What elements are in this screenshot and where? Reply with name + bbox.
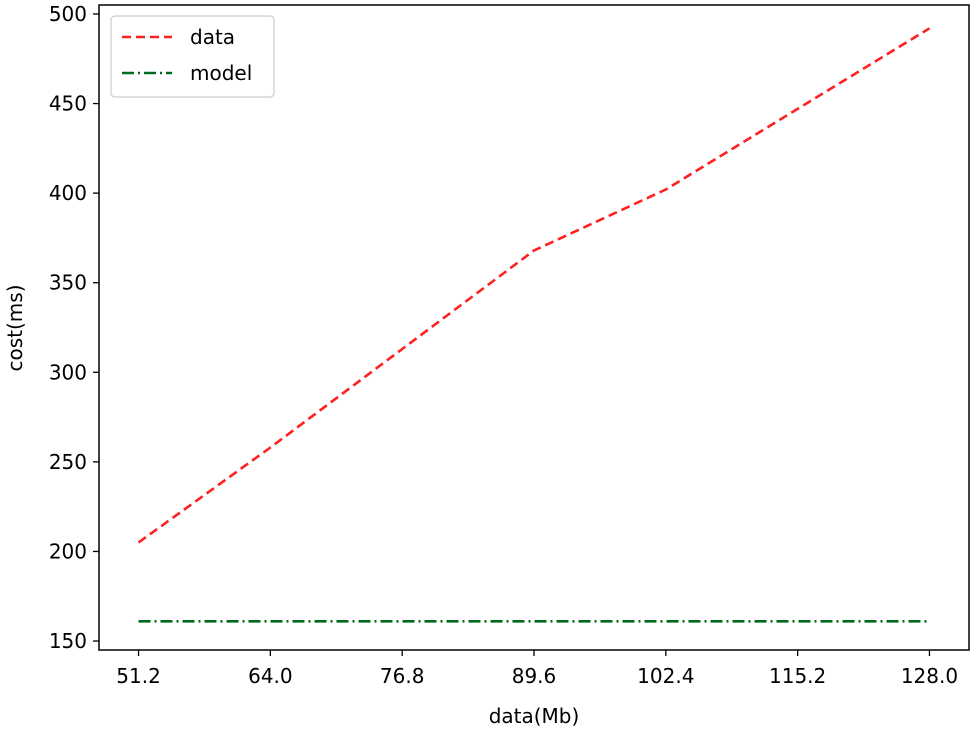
legend-label-model: model <box>190 61 252 85</box>
y-tick-label: 450 <box>49 92 87 116</box>
x-axis: 51.2 64.0 76.8 89.6 102.4 115.2 128.0 <box>116 650 958 688</box>
y-axis: 150 200 250 300 350 400 450 500 <box>49 2 99 653</box>
x-tick-label: 89.6 <box>512 664 557 688</box>
y-tick-label: 350 <box>49 271 87 295</box>
x-tick-label: 115.2 <box>769 664 826 688</box>
y-tick-label: 250 <box>49 450 87 474</box>
y-tick-label: 200 <box>49 539 87 563</box>
y-tick-label: 500 <box>49 2 87 26</box>
x-tick-label: 102.4 <box>637 664 694 688</box>
x-tick-label: 64.0 <box>248 664 293 688</box>
x-axis-label: data(Mb) <box>489 704 580 728</box>
legend: data model <box>110 15 275 98</box>
y-tick-label: 400 <box>49 181 87 205</box>
y-tick-label: 150 <box>49 629 87 653</box>
legend-label-data: data <box>190 25 235 49</box>
x-tick-label: 76.8 <box>380 664 425 688</box>
series-layer <box>137 27 931 623</box>
x-tick-label: 51.2 <box>116 664 161 688</box>
y-axis-label: cost(ms) <box>3 284 27 371</box>
series-line-data <box>137 27 931 544</box>
plot-area <box>98 4 970 651</box>
y-tick-label: 300 <box>49 360 87 384</box>
x-tick-label: 128.0 <box>901 664 958 688</box>
